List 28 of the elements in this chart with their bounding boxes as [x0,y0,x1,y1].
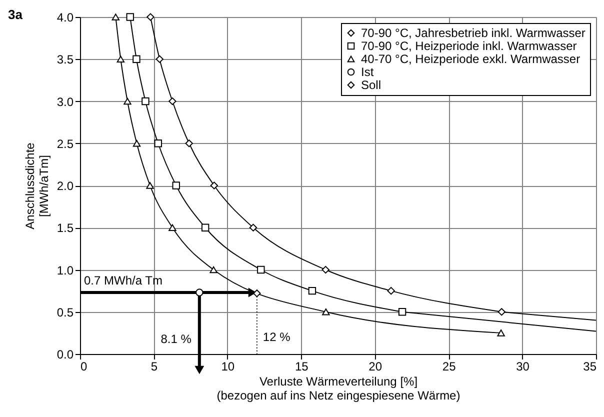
x-tick-label: 0 [80,360,88,374]
annotation: 12 % [262,330,291,344]
legend-label: Ist [361,65,374,79]
y-tick-label: 0.0 [56,348,74,362]
legend-label: 40-70 °C, Heizperiode exkl. Warmwasser [361,52,580,66]
y-tick-label: 4.0 [56,10,74,24]
y-tick-label: 1.0 [56,263,74,278]
x-tick-label: 15 [294,360,309,374]
x-tick-label: 5 [150,360,158,374]
x-axis-title: Verluste Wärmeverteilung [%] (bezogen auf ins Netz eingespiesene Wärme) [216,374,460,402]
x-tick-label: 10 [221,360,235,374]
annotation: 8.1 % [160,332,192,346]
chart-title: 3a [8,7,24,22]
x-tick-label: 35 [583,360,597,374]
x-tick-label: 25 [442,360,456,374]
y-tick-label: 3.0 [56,94,74,109]
x-tick-label: 20 [368,360,382,374]
x-tick-label: 30 [516,360,530,374]
legend-label: 70-90 °C, Heizperiode inkl. Warmwasser [361,39,577,53]
y-tick-label: 2.0 [56,179,74,193]
legend-label: Soll [361,78,382,92]
y-tick-label: 0.5 [56,305,74,320]
annotation: 0.7 MWh/a Tm [84,273,162,288]
y-axis-title: Anschlussdichte [MWh/aTm] [22,142,51,230]
legend-label: 70-90 °C, Jahresbetrieb inkl. Warmwasser [361,26,586,40]
y-tick-label: 2.5 [56,136,74,151]
y-tick-label: 3.5 [56,52,74,67]
y-tick-label: 1.5 [56,221,74,236]
